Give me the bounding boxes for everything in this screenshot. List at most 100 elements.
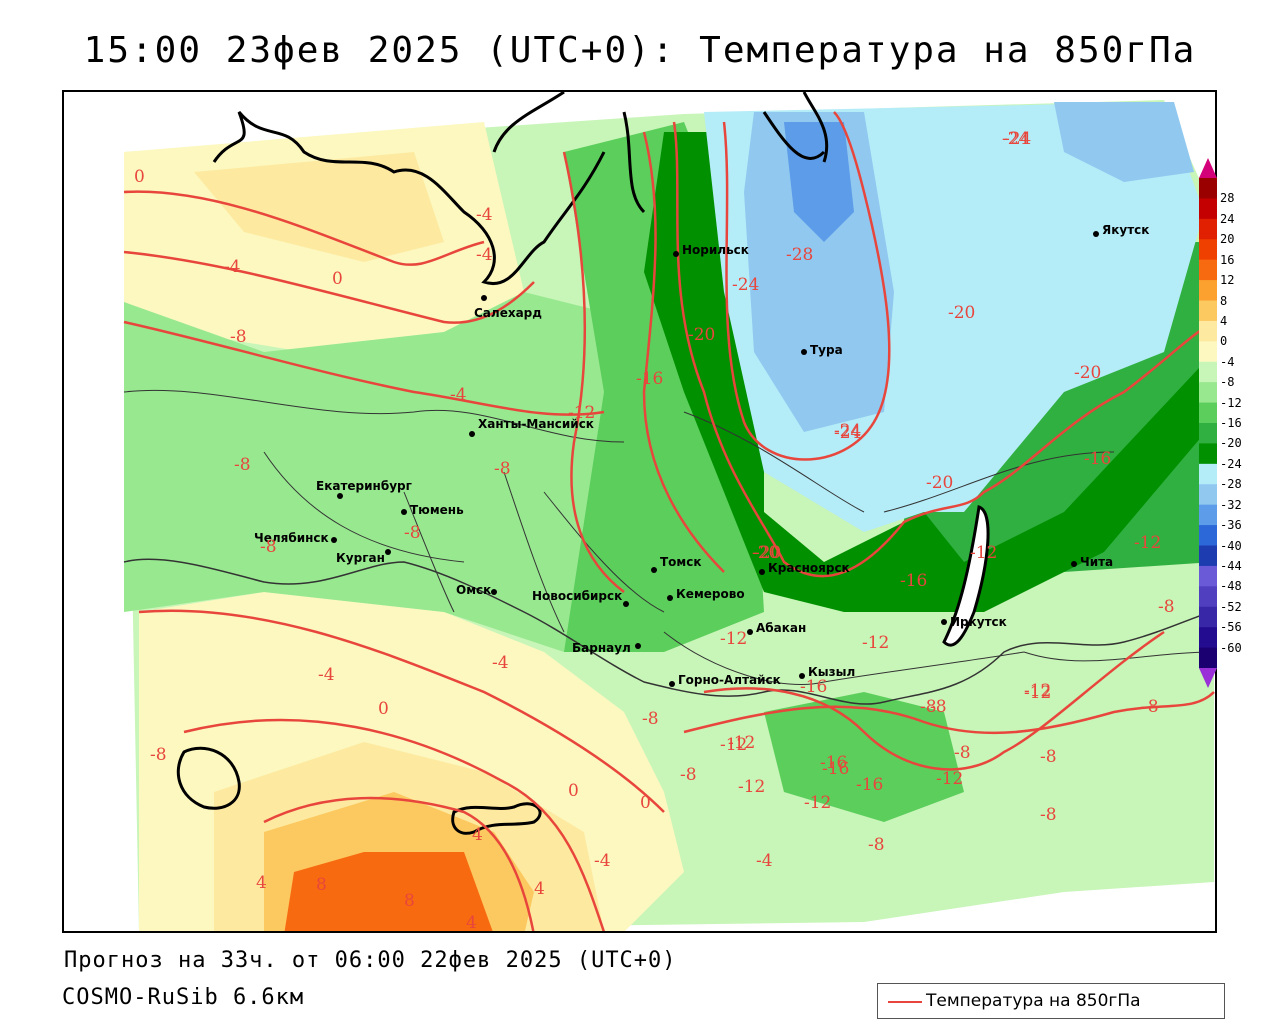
city-label: Кызыл — [808, 665, 855, 679]
model-caption: COSMO-RuSib 6.6км — [62, 985, 305, 1010]
contour-label: -8 — [920, 697, 937, 717]
contour-label: -20 — [1074, 363, 1101, 383]
colorbar-swatch — [1199, 402, 1217, 424]
contour-label: -20 — [926, 473, 953, 493]
city-barnaul: Барнаул — [572, 641, 641, 655]
warm-region-orange-north — [194, 152, 444, 262]
isotherm-minus4-north — [123, 250, 535, 324]
balkhash-lake — [451, 802, 542, 835]
city-yakutsk: Якутск — [1093, 223, 1149, 237]
colorbar-swatch — [1199, 463, 1217, 485]
contour-label: -12 — [804, 793, 831, 813]
city-label: Норильск — [682, 243, 749, 257]
legend-line-swatch — [888, 1001, 922, 1003]
contour-label: -12 — [1024, 681, 1051, 701]
city-irkutsk: Иркутск — [941, 615, 1007, 629]
city-tomsk: Томск — [651, 555, 702, 573]
contour-label: -12 — [728, 733, 755, 753]
colorbar-swatch — [1199, 627, 1217, 649]
colorbar-swatch — [1199, 443, 1217, 465]
colorbar-swatch — [1199, 320, 1217, 342]
isotherm-minus20 — [672, 121, 1215, 578]
isotherm-minus8-south — [683, 691, 1215, 735]
city-ekaterinburg: Екатеринбург — [316, 479, 412, 499]
contour-label: -12 — [568, 403, 595, 423]
contour-label: 4 — [534, 879, 545, 899]
contour-label: -8 — [404, 523, 421, 543]
colorbar-tick-label: 16 — [1220, 252, 1235, 267]
contour-label: -16 — [820, 753, 847, 773]
isotherm-8-south — [263, 796, 535, 931]
contour-label: -20 — [688, 325, 715, 345]
colorbar-swatch — [1199, 341, 1217, 363]
colorbar-tick-label: 12 — [1220, 273, 1235, 288]
contour-label: -8 — [954, 743, 971, 763]
contour-label: -8 — [260, 537, 277, 557]
city-label: Курган — [336, 551, 385, 565]
contour-label: -16 — [1084, 449, 1111, 469]
contour-label: 0 — [134, 167, 145, 187]
colorbar-tick-label: -8 — [1220, 375, 1235, 390]
city-krasnoyarsk: Красноярск — [759, 561, 850, 575]
cold-core-deep-blue — [784, 122, 854, 242]
colorbar-swatch — [1199, 218, 1217, 240]
contour-label: 8 — [404, 891, 415, 911]
contour-label: -12 — [738, 777, 765, 797]
colorbar-swatch — [1199, 280, 1217, 301]
city-abakan: Абакан — [747, 621, 806, 635]
contour-labels: 0 -4 -4 0 -4 -8 -4 -8 -8 -8 -8 -4 0 -8 4… — [134, 129, 1175, 931]
isotherm-minus24 — [722, 111, 891, 461]
city-label: Горно-Алтайск — [678, 673, 781, 687]
city-label: Екатеринбург — [316, 479, 412, 493]
colorbar-swatch — [1199, 504, 1217, 526]
colorbar-swatch — [1199, 525, 1217, 546]
colorbar-swatch — [1199, 565, 1217, 587]
admin-borders — [123, 389, 1215, 685]
colorbar-tick-label: 8 — [1220, 293, 1228, 308]
isotherm-minus8-mid — [123, 320, 605, 416]
contour-label: -8 — [234, 455, 251, 475]
contour-label: -12 — [720, 735, 747, 755]
contour-label: 0 — [378, 699, 389, 719]
colorbar-tick-label: -12 — [1220, 395, 1242, 410]
contour-label: -8 — [1158, 597, 1175, 617]
colorbar-tick-label: -56 — [1220, 620, 1242, 635]
temperature-field: Норильск Якутск Салехард Тура Ханты-Манс… — [123, 92, 1215, 931]
city-label: Кемерово — [676, 587, 745, 601]
contour-label: -4 — [476, 205, 493, 225]
city-label: Якутск — [1102, 223, 1149, 237]
colorbar-swatch — [1199, 606, 1217, 628]
colorbar-tick-label: -28 — [1220, 477, 1242, 492]
colorbar-swatch — [1199, 361, 1217, 383]
city-khanty-mansiysk: Ханты-Мансийск — [469, 417, 594, 437]
city-label: Салехард — [474, 306, 542, 320]
contour-label: 0 — [568, 781, 579, 801]
cold-patch-southeast — [764, 692, 964, 822]
contour-label: -24 — [834, 421, 861, 441]
contour-label: -16 — [900, 571, 927, 591]
contour-label: -4 — [756, 851, 773, 871]
contour-label: -12 — [936, 769, 963, 789]
contour-label: -24 — [834, 423, 861, 443]
contour-label: -4 — [594, 851, 611, 871]
contour-label: 4 — [256, 873, 267, 893]
city-novosibirsk: Новосибирск — [532, 589, 629, 607]
colorbar-swatch — [1199, 178, 1217, 199]
city-label: Ханты-Мансийск — [478, 417, 594, 431]
contour-label: -4 — [318, 665, 335, 685]
colorbar-swatches — [1199, 158, 1217, 688]
colorbar-tick-label: -16 — [1220, 416, 1242, 430]
map-title: 15:00 23фев 2025 (UTC+0): Температура на… — [83, 30, 1197, 71]
colorbar-swatch — [1199, 259, 1217, 281]
contour-label: -8 — [1142, 697, 1159, 717]
city-salekhard: Салехард — [474, 295, 542, 320]
contour-label: -16 — [856, 775, 883, 795]
contour-label: 0 — [640, 793, 651, 813]
contour-label: -12 — [1134, 533, 1161, 553]
city-chelyabinsk: Челябинск — [254, 531, 337, 545]
forecast-caption: Прогноз на 33ч. от 06:00 22фев 2025 (UTC… — [64, 948, 677, 973]
isotherm-0-north — [123, 190, 485, 266]
hottest-core-south — [284, 852, 493, 931]
city-label: Иркутск — [950, 615, 1007, 629]
city-kemerovo: Кемерово — [667, 587, 745, 601]
